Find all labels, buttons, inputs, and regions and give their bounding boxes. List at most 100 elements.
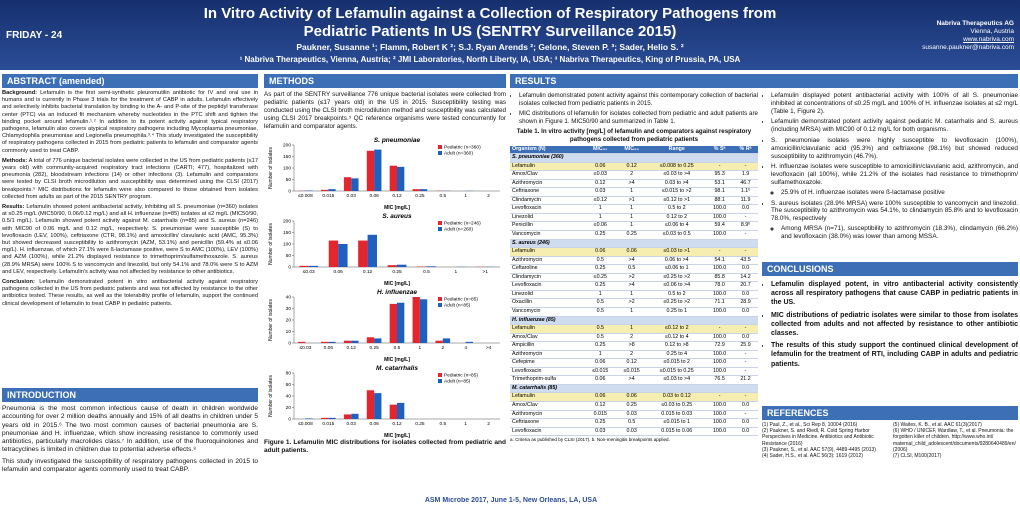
- cell: 100.0: [706, 307, 734, 317]
- table-row: Vancomycin 0.5 1 0.25 to 1 100.0 0.0: [510, 307, 758, 317]
- x-tick-label: 2: [441, 345, 444, 351]
- bar: [389, 404, 397, 419]
- cell: ≤0.03 to >1: [647, 247, 707, 257]
- cell: 1: [615, 324, 648, 334]
- y-tick-label: 40: [286, 295, 292, 301]
- table-row: Linezolid 1 1 0.5 to 2 100.0 0.0: [510, 290, 758, 300]
- cell: 0.25: [584, 230, 616, 240]
- y-tick-label: 100: [283, 242, 291, 248]
- cell: 43.5: [733, 256, 758, 266]
- section-heading: RESULTS: [510, 74, 1018, 88]
- cell: 100.0: [706, 367, 734, 377]
- bar: [321, 417, 329, 419]
- legend-label: Pediatric (n=360): [444, 145, 481, 151]
- x-axis-label: MIC [mg/L]: [384, 357, 410, 363]
- legend-label: Pediatric (n=246): [444, 221, 481, 227]
- x-tick-label: 0.5: [423, 269, 430, 275]
- column-header: % Rᵃ: [733, 145, 758, 155]
- column-header: Organism (N): [510, 145, 585, 155]
- column-header: MIC₉₀: [615, 145, 648, 155]
- cell: >4: [615, 281, 648, 291]
- x-tick-label: ≤0.03: [303, 269, 315, 275]
- legend-swatch: [438, 151, 442, 155]
- cell: 0.5: [584, 307, 616, 317]
- cell: 88.1: [706, 196, 734, 206]
- bullet: H. influenzae isolates were susceptible …: [771, 163, 1018, 196]
- cell: 0.06: [584, 392, 616, 402]
- figure-caption: Figure 1. Lefamulin MIC distributions fo…: [264, 439, 506, 455]
- authors: Paukner, Susanne ¹; Flamm, Robert K ²; S…: [296, 42, 684, 52]
- bar: [419, 299, 428, 343]
- paragraph: As part of the SENTRY surveillance 776 u…: [264, 91, 506, 130]
- chart: S. aureus Number of isolates MIC [mg/L] 0 50…: [268, 213, 500, 287]
- bar: [397, 264, 407, 267]
- cell: Azithromycin: [510, 350, 585, 360]
- cell: 0.06: [584, 162, 616, 172]
- cell: Clindamycin: [510, 196, 585, 206]
- cell: -: [733, 410, 758, 420]
- cell: ≤0.015: [615, 367, 648, 377]
- cell: Linezolid: [510, 213, 585, 223]
- x-tick-label: 0.03: [347, 421, 357, 427]
- table-row: Levofloxacin 1 1 0.5 to 2 100.0 0.0: [510, 204, 758, 214]
- bar: [397, 302, 405, 343]
- chart-title: H. influenzae: [377, 289, 417, 296]
- cell: ≤0.015: [584, 367, 616, 377]
- web: www.nabriva.com: [963, 36, 1014, 43]
- cell: ≤0.12 to 2: [647, 324, 707, 334]
- reference: (6) WHO / UNICEF, Wardlaw, T., et al. Pn…: [893, 428, 1016, 453]
- cell: 0.12: [584, 179, 616, 189]
- cell: >4: [615, 375, 648, 385]
- cell: Levofloxacin: [510, 367, 585, 377]
- results-bullets: Lefamulin displayed potent antibacterial…: [762, 92, 1018, 262]
- y-axis-label: Number of isolates: [268, 299, 274, 341]
- cell: >2: [615, 298, 648, 308]
- y-tick-label: 80: [286, 371, 292, 377]
- cell: -: [733, 247, 758, 257]
- cell: 0.5: [584, 333, 616, 343]
- legend-swatch: [438, 303, 442, 307]
- footer: ASM Microbe 2017, June 1-5, New Orleans,…: [424, 497, 598, 504]
- cell: Azithromycin: [510, 256, 585, 266]
- cell: 0.12: [615, 162, 648, 172]
- cell: Clindamycin: [510, 273, 585, 283]
- y-axis-label: Number of isolates: [268, 147, 274, 189]
- cell: 0.06: [615, 247, 648, 257]
- cell: 1: [615, 213, 648, 223]
- cell: 0.03: [584, 187, 616, 197]
- references: (1) Paul, Z., et al., Sci Rep 8, 10004 (…: [762, 422, 1018, 459]
- cell: ≤0.25 to >2: [647, 298, 707, 308]
- results-bullets: Lefamulin demonstrated potent activity a…: [510, 92, 758, 125]
- bar: [328, 189, 336, 191]
- methods: As part of the SENTRY surveillance 776 u…: [264, 91, 506, 131]
- cell: ≤0.12 to >1: [647, 196, 707, 206]
- bar: [366, 337, 375, 343]
- cell: 25.9: [733, 341, 758, 351]
- x-tick-label: 0.5: [439, 193, 446, 199]
- cell: 100.0: [706, 358, 734, 368]
- table-row: Levofloxacin 0.03 0.03 0.015 to 0.06 100.0 0.…: [510, 427, 758, 437]
- reference: (2) Paukner, S. and Riedl, R. Cold Sprin…: [762, 428, 874, 447]
- paragraph-label: Conclusion:: [2, 279, 35, 286]
- table-row: Vancomycin 0.25 0.25 ≤0.03 to 0.5 100.0-: [510, 230, 758, 240]
- chart: H. influenzae Number of isolates MIC [mg/L…: [268, 289, 500, 363]
- bar: [412, 297, 420, 343]
- bullet: S. aureus isolates (28.9% MRSA) were 100…: [771, 200, 1018, 241]
- cell: -: [706, 247, 734, 257]
- cell: M. catarrhalis (85): [510, 384, 758, 394]
- table-row: Amox/Clav ≤0.03 2 ≤0.03 to >4 95.3 1.9: [510, 170, 758, 180]
- table-footnote: a. Criteria as published by CLSI (2017).…: [510, 437, 670, 443]
- table-row: Azithromycin 0.5 >4 0.06 to >4 54.1 43.5: [510, 256, 758, 266]
- legend-label: Adult (n=85): [444, 379, 471, 385]
- table-row: Levofloxacin 0.25 >4 ≤0.06 to >4 78.0 20.7: [510, 281, 758, 291]
- cell: 0.5 to 2: [647, 290, 707, 300]
- cell: 1: [584, 290, 616, 300]
- bar: [338, 244, 348, 267]
- cell: 100.0: [706, 333, 734, 343]
- cell: 0.0: [733, 401, 758, 411]
- cell: -: [733, 392, 758, 402]
- cell: ≤0.06: [584, 221, 616, 232]
- cell: 100.0: [706, 264, 734, 274]
- x-tick-label: >1: [483, 269, 489, 275]
- y-tick-label: 50: [286, 177, 292, 183]
